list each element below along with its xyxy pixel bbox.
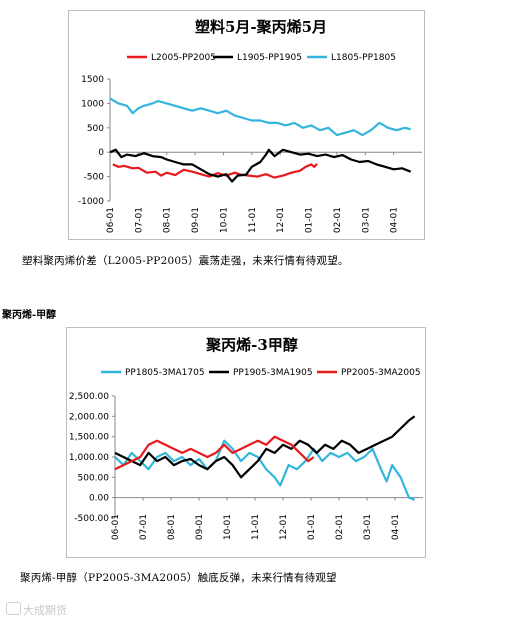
y-tick-label: -500 bbox=[84, 173, 105, 183]
y-tick-label: 1500 bbox=[81, 75, 104, 85]
watermark: 大成期货 bbox=[6, 602, 67, 618]
legend-entry-0: L2005-PP2005 bbox=[151, 53, 216, 63]
legend-entry-0: PP1805-3MA1705 bbox=[125, 368, 205, 378]
y-tick-label: 1,000.00 bbox=[69, 453, 109, 463]
watermark-logo-icon bbox=[6, 602, 21, 615]
chart-title: 塑料5月-聚丙烯5月 bbox=[195, 18, 327, 36]
chart-1-frame: 塑料5月-聚丙烯5月 L2005-PP2005 L1905-PP1905 L1805-… bbox=[68, 10, 425, 240]
chart-2: 聚丙烯-3甲醇 PP1805-3MA1705 PP1905-3MA1905 PP200… bbox=[69, 336, 423, 540]
y-tick-label: 500.00 bbox=[78, 473, 110, 483]
x-tick-label: 01-01 bbox=[307, 514, 317, 540]
legend-entry-2: L1805-PP1805 bbox=[331, 53, 396, 63]
x-tick-label: 03-01 bbox=[363, 514, 373, 540]
x-tick-label: 06-01 bbox=[111, 514, 121, 540]
chart-2-frame: 聚丙烯-3甲醇 PP1805-3MA1705 PP1905-3MA1905 PP200… bbox=[66, 327, 426, 558]
x-tick-label: 10-01 bbox=[219, 207, 229, 233]
x-tick-label: 11-01 bbox=[251, 514, 261, 540]
x-tick-label: 07-01 bbox=[134, 207, 144, 233]
x-tick-label: 02-01 bbox=[333, 207, 343, 233]
y-tick-label: 0.00 bbox=[89, 494, 109, 504]
legend-entry-1: L1905-PP1905 bbox=[237, 53, 302, 63]
y-tick-label: -1000 bbox=[78, 197, 104, 207]
y-tick-label: -500.00 bbox=[74, 514, 109, 524]
y-tick-label: 500 bbox=[87, 124, 104, 134]
watermark-text: 大成期货 bbox=[23, 604, 67, 617]
series-line-1 bbox=[114, 415, 416, 479]
x-tick-label: 04-01 bbox=[391, 514, 401, 540]
x-tick-label: 01-01 bbox=[305, 207, 315, 233]
series-line-0 bbox=[112, 163, 318, 179]
caption-2: 聚丙烯-甲醇（PP2005-3MA2005）触底反弹，未来行情有待观望 bbox=[20, 572, 337, 584]
x-tick-label: 09-01 bbox=[195, 514, 205, 540]
x-tick-label: 08-01 bbox=[167, 514, 177, 540]
y-tick-label: 0 bbox=[98, 148, 104, 158]
chart-title: 聚丙烯-3甲醇 bbox=[205, 336, 298, 354]
series-line-2 bbox=[109, 97, 411, 137]
series-line-0 bbox=[114, 439, 415, 501]
x-tick-label: 09-01 bbox=[191, 207, 201, 233]
caption-1: 塑料聚丙烯价差（L2005-PP2005）震荡走强，未来行情有待观望。 bbox=[22, 255, 349, 267]
y-tick-label: 1000 bbox=[81, 99, 104, 109]
x-tick-label: 11-01 bbox=[248, 207, 258, 233]
x-tick-label: 10-01 bbox=[223, 514, 233, 540]
chart-1: 塑料5月-聚丙烯5月 L2005-PP2005 L1905-PP1905 L1805-… bbox=[78, 18, 422, 233]
section-heading: 聚丙烯-甲醇 bbox=[2, 310, 57, 321]
x-tick-label: 08-01 bbox=[163, 207, 173, 233]
legend-entry-1: PP1905-3MA1905 bbox=[233, 368, 313, 378]
y-tick-label: 1,500.00 bbox=[69, 433, 109, 443]
y-tick-label: 2,000.00 bbox=[69, 412, 109, 422]
x-tick-label: 12-01 bbox=[279, 514, 289, 540]
series-line-2 bbox=[114, 435, 315, 471]
x-tick-label: 12-01 bbox=[276, 207, 286, 233]
legend-entry-2: PP2005-3MA2005 bbox=[341, 368, 421, 378]
x-tick-label: 04-01 bbox=[390, 207, 400, 233]
x-tick-label: 06-01 bbox=[106, 207, 116, 233]
x-tick-label: 02-01 bbox=[335, 514, 345, 540]
y-tick-label: 2,500.00 bbox=[69, 392, 109, 402]
x-tick-label: 07-01 bbox=[139, 514, 149, 540]
series-line-1 bbox=[109, 148, 412, 183]
x-tick-label: 03-01 bbox=[361, 207, 371, 233]
